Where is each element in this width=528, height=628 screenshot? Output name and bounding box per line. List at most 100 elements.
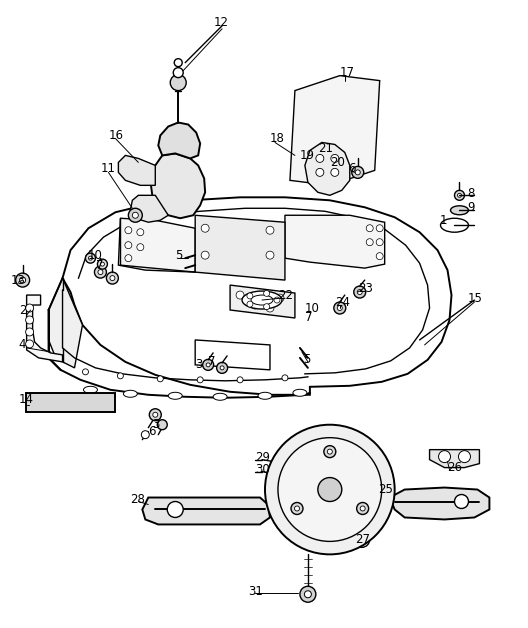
Circle shape	[95, 266, 107, 278]
Circle shape	[316, 154, 324, 163]
Text: 3: 3	[195, 359, 203, 371]
Circle shape	[98, 269, 103, 274]
Text: 31: 31	[248, 585, 263, 598]
Circle shape	[236, 291, 244, 299]
Text: 20: 20	[330, 156, 345, 169]
Text: 22: 22	[278, 288, 293, 301]
Polygon shape	[49, 278, 82, 368]
Circle shape	[107, 272, 118, 284]
Text: 21: 21	[318, 142, 333, 155]
Text: 15: 15	[467, 291, 483, 305]
Circle shape	[157, 420, 167, 430]
Circle shape	[149, 409, 161, 421]
Text: 17: 17	[340, 66, 355, 79]
Text: 12: 12	[214, 16, 229, 30]
Circle shape	[170, 75, 186, 90]
Text: 10: 10	[88, 249, 102, 262]
Text: 11: 11	[100, 162, 116, 175]
Circle shape	[366, 239, 373, 246]
Text: 9: 9	[467, 201, 475, 214]
Circle shape	[251, 301, 259, 309]
Circle shape	[173, 68, 183, 78]
Circle shape	[300, 587, 316, 602]
Circle shape	[206, 363, 210, 367]
Circle shape	[117, 373, 124, 379]
Circle shape	[137, 229, 144, 236]
Polygon shape	[150, 153, 205, 219]
Text: 19: 19	[300, 149, 315, 162]
Polygon shape	[195, 340, 270, 370]
Circle shape	[100, 262, 105, 266]
Text: 4: 4	[18, 338, 26, 352]
Ellipse shape	[83, 386, 98, 393]
Text: 29: 29	[255, 451, 270, 464]
Text: 2: 2	[18, 303, 26, 317]
Circle shape	[276, 294, 284, 302]
Circle shape	[360, 506, 365, 511]
Circle shape	[201, 224, 209, 232]
Text: 7: 7	[305, 311, 313, 325]
Text: 7: 7	[208, 355, 215, 369]
Circle shape	[266, 226, 274, 234]
Ellipse shape	[440, 219, 468, 232]
Text: 18: 18	[270, 132, 285, 145]
Circle shape	[455, 494, 468, 509]
Polygon shape	[290, 75, 380, 185]
Circle shape	[327, 449, 332, 454]
Circle shape	[458, 451, 470, 463]
Polygon shape	[130, 195, 168, 222]
Circle shape	[128, 208, 143, 222]
Circle shape	[357, 290, 362, 295]
Circle shape	[357, 502, 369, 514]
Polygon shape	[390, 487, 489, 519]
Circle shape	[237, 377, 243, 383]
Ellipse shape	[293, 389, 307, 396]
Ellipse shape	[258, 392, 272, 399]
Text: 3: 3	[152, 418, 159, 431]
Polygon shape	[62, 197, 451, 395]
Circle shape	[20, 277, 26, 283]
Polygon shape	[305, 143, 350, 195]
Circle shape	[26, 304, 34, 312]
Circle shape	[278, 438, 382, 541]
Ellipse shape	[168, 392, 182, 399]
Circle shape	[304, 475, 312, 484]
Circle shape	[216, 362, 228, 373]
Circle shape	[197, 377, 203, 383]
Polygon shape	[26, 295, 62, 362]
Circle shape	[247, 293, 253, 299]
Circle shape	[455, 190, 465, 200]
Circle shape	[125, 255, 132, 262]
Polygon shape	[26, 392, 116, 412]
Circle shape	[142, 431, 149, 439]
Ellipse shape	[213, 393, 227, 400]
Circle shape	[352, 166, 364, 178]
Circle shape	[299, 458, 317, 477]
Text: 7: 7	[97, 259, 104, 272]
Circle shape	[157, 376, 163, 382]
Circle shape	[457, 193, 461, 197]
Ellipse shape	[242, 291, 282, 309]
Text: 6: 6	[148, 425, 156, 438]
Ellipse shape	[251, 295, 273, 305]
Circle shape	[334, 302, 346, 314]
Circle shape	[324, 446, 336, 458]
Polygon shape	[195, 215, 285, 280]
Circle shape	[282, 375, 288, 381]
Circle shape	[366, 225, 373, 232]
Circle shape	[203, 359, 214, 371]
Circle shape	[16, 273, 30, 287]
Circle shape	[291, 502, 303, 514]
Ellipse shape	[450, 206, 468, 215]
Circle shape	[304, 463, 312, 472]
Circle shape	[295, 506, 299, 511]
Text: 23: 23	[358, 281, 373, 295]
Circle shape	[153, 412, 158, 417]
Circle shape	[263, 304, 270, 310]
Circle shape	[439, 451, 450, 463]
Text: 8: 8	[467, 187, 475, 200]
Text: 24: 24	[335, 296, 350, 308]
Text: 13: 13	[11, 274, 25, 286]
Text: 6: 6	[348, 162, 355, 175]
Circle shape	[337, 306, 342, 310]
